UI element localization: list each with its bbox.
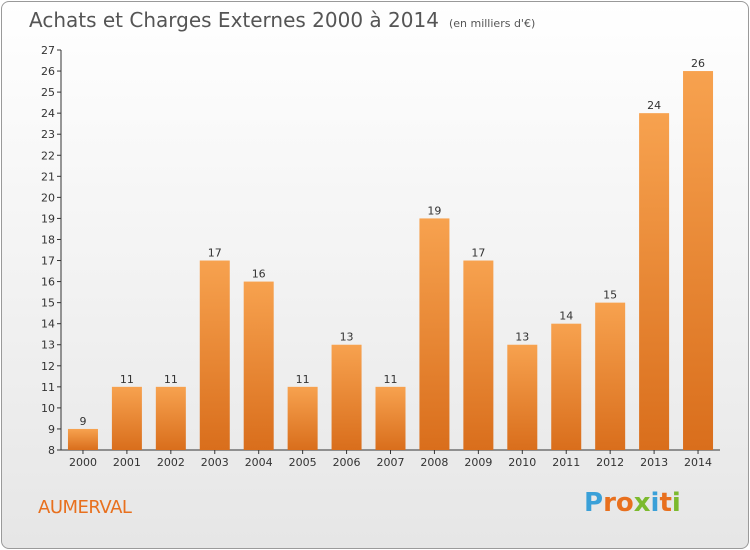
logo-letter: r	[603, 488, 616, 518]
x-tick-label: 2007	[377, 456, 405, 469]
x-tick-label: 2006	[333, 456, 361, 469]
x-tick-label: 2003	[201, 456, 229, 469]
x-axis: 2000 2001 2002 2003 2004 2005 2006 2007 2008 2009…	[61, 449, 720, 469]
y-tick-label: 11	[41, 381, 55, 394]
bar-value-label: 11	[296, 373, 310, 386]
y-tick-label: 8	[48, 444, 55, 457]
bar	[111, 386, 142, 450]
chart-subtitle: (en milliers d'€)	[448, 17, 536, 30]
bar	[507, 344, 538, 450]
logo-letter: x	[633, 488, 651, 518]
y-tick-label: 23	[41, 128, 55, 141]
y-tick-label: 17	[41, 255, 55, 268]
x-tick-label: 2010	[508, 456, 536, 469]
bar-value-label: 19	[427, 204, 441, 217]
y-tick-label: 14	[41, 318, 55, 331]
bar	[639, 113, 670, 450]
x-tick-label: 2000	[69, 456, 97, 469]
bar-value-label: 17	[208, 247, 222, 260]
bar-value-label: 11	[120, 373, 134, 386]
commune-name: AUMERVAL	[38, 497, 132, 518]
x-tick-label: 2002	[157, 456, 185, 469]
y-tick-label: 9	[48, 423, 55, 436]
bar	[67, 428, 98, 450]
bar	[419, 218, 450, 450]
x-tick-label: 2005	[289, 456, 317, 469]
bar-value-label: 9	[79, 415, 86, 428]
bar-value-label: 11	[384, 373, 398, 386]
y-tick-label: 12	[41, 360, 55, 373]
y-tick-label: 25	[41, 86, 55, 99]
logo-letter: i	[650, 488, 660, 518]
y-tick-label: 20	[41, 191, 55, 204]
x-tick-label: 2008	[420, 456, 448, 469]
title-text: Achats et Charges Externes 2000 à 2014	[29, 8, 439, 32]
logo-letter: i	[671, 488, 681, 518]
logo-letter: P	[584, 488, 604, 518]
bar	[595, 302, 626, 450]
bar-value-label: 13	[340, 331, 354, 344]
y-tick-label: 18	[41, 233, 55, 246]
bar-value-label: 17	[471, 247, 485, 260]
x-tick-label: 2009	[464, 456, 492, 469]
bar	[683, 71, 714, 450]
bar-value-label: 15	[603, 289, 617, 302]
y-tick-label: 19	[41, 212, 55, 225]
bar	[463, 260, 494, 450]
bar-value-label: 16	[252, 268, 266, 281]
y-tick-label: 21	[41, 170, 55, 183]
bars: 9 11 11 17 16 11 13 11 19 17 13 14 15 24 26	[67, 57, 714, 450]
y-tick-label: 15	[41, 297, 55, 310]
bar-value-label: 11	[164, 373, 178, 386]
bar	[551, 323, 582, 450]
bar-value-label: 26	[691, 57, 705, 70]
y-tick-label: 13	[41, 339, 55, 352]
x-tick-label: 2011	[552, 456, 580, 469]
bar-value-label: 24	[647, 99, 661, 112]
y-tick-label: 10	[41, 402, 55, 415]
x-tick-label: 2012	[596, 456, 624, 469]
bar	[287, 386, 318, 450]
y-tick-label: 26	[41, 65, 55, 78]
bar	[331, 344, 362, 450]
y-tick-label: 24	[41, 107, 55, 120]
bar	[199, 260, 230, 450]
x-tick-label: 2013	[640, 456, 668, 469]
x-tick-label: 2014	[684, 456, 712, 469]
x-tick-label: 2004	[245, 456, 273, 469]
bar-value-label: 13	[515, 331, 529, 344]
bar	[375, 386, 406, 450]
chart-title: Achats et Charges Externes 2000 à 2014 (e…	[29, 8, 535, 32]
logo-letter: o	[615, 488, 634, 518]
logo-letter: t	[659, 488, 672, 518]
bar	[155, 386, 186, 450]
y-axis: 8 9 10 11 12 13 14 15 16 17 18 19 20 21 22 23 24 25 26 27	[41, 44, 62, 457]
y-tick-label: 22	[41, 149, 55, 162]
x-tick-label: 2001	[113, 456, 141, 469]
bar	[243, 281, 274, 450]
y-tick-label: 27	[41, 44, 55, 57]
bar-value-label: 14	[559, 310, 573, 323]
y-tick-label: 16	[41, 276, 55, 289]
proxiti-logo[interactable]: Proxiti	[584, 488, 681, 518]
